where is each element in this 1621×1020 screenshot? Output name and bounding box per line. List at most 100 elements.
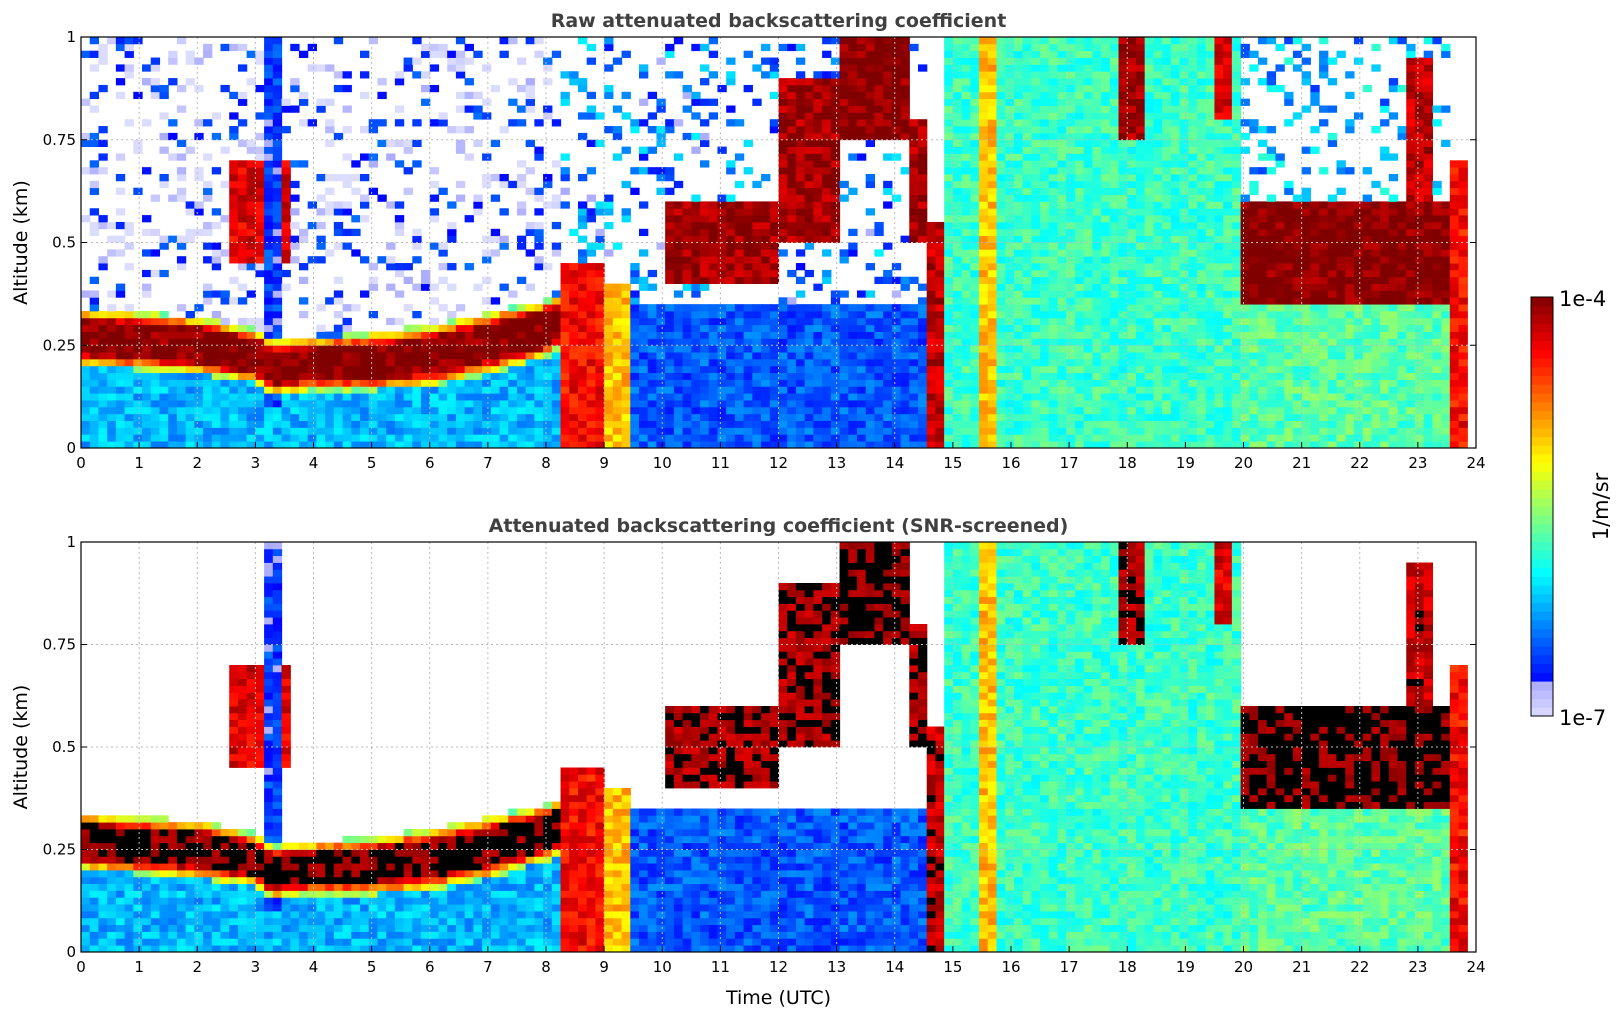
- heatmap-cell: [848, 37, 858, 52]
- heatmap-cell: [630, 297, 640, 305]
- heatmap-cell: [1101, 160, 1111, 168]
- heatmap-cell: [935, 345, 945, 353]
- heatmap-cell: [342, 174, 352, 189]
- heatmap-cell: [81, 365, 91, 374]
- heatmap-cell: [211, 221, 222, 230]
- heatmap-cell: [115, 43, 126, 52]
- heatmap-cell: [1066, 290, 1076, 298]
- heatmap-cell: [822, 338, 832, 346]
- heatmap-cell: [351, 160, 361, 168]
- heatmap-cell: [1057, 221, 1067, 230]
- heatmap-cell: [98, 331, 108, 339]
- heatmap-cell: [795, 208, 806, 216]
- heatmap-cell: [142, 413, 152, 421]
- heatmap-cell: [1153, 112, 1163, 120]
- heatmap-cell: [1109, 297, 1120, 305]
- heatmap-cell: [822, 311, 832, 319]
- heatmap-cell: [551, 221, 562, 230]
- heatmap-cell: [795, 84, 806, 93]
- heatmap-cell: [691, 242, 701, 250]
- heatmap-cell: [752, 98, 762, 106]
- heatmap-cell: [813, 406, 823, 415]
- heatmap-cell: [795, 167, 806, 175]
- heatmap-cell: [194, 208, 204, 216]
- heatmap-cell: [272, 84, 283, 93]
- heatmap-cell: [813, 78, 823, 86]
- heatmap-cell: [1092, 167, 1102, 175]
- heatmap-cell: [996, 57, 1006, 65]
- heatmap-cell: [1040, 235, 1050, 243]
- heatmap-cell: [508, 413, 518, 421]
- heatmap-cell: [133, 324, 143, 332]
- heatmap-cell: [1101, 249, 1111, 257]
- heatmap-cell: [970, 441, 980, 449]
- heatmap-cell: [865, 420, 876, 428]
- heatmap-cell: [1022, 50, 1032, 58]
- heatmap-cell: [473, 112, 483, 120]
- heatmap-cell: [255, 331, 265, 339]
- heatmap-cell: [333, 37, 344, 45]
- heatmap-cell: [909, 167, 919, 175]
- heatmap-cell: [1031, 221, 1041, 230]
- heatmap-cell: [700, 43, 710, 52]
- heatmap-cell: [813, 215, 823, 223]
- heatmap-cell: [1153, 420, 1163, 428]
- heatmap-cell: [1066, 427, 1076, 435]
- heatmap-cell: [429, 400, 440, 408]
- heatmap-cell: [795, 290, 806, 298]
- heatmap-cell: [1179, 139, 1189, 147]
- heatmap-cell: [176, 413, 187, 421]
- heatmap-cell: [961, 112, 971, 120]
- heatmap-cell: [795, 221, 806, 230]
- heatmap-cell: [743, 427, 753, 435]
- heatmap-cell: [1057, 167, 1067, 175]
- heatmap-cell: [656, 242, 666, 250]
- heatmap-cell: [621, 50, 631, 58]
- heatmap-cell: [368, 358, 379, 380]
- heatmap-cell: [1066, 393, 1076, 401]
- heatmap-cell: [298, 235, 309, 243]
- heatmap-cell: [935, 263, 945, 271]
- heatmap-cell: [848, 406, 858, 415]
- heatmap-cell: [1074, 311, 1085, 319]
- heatmap-cell: [1135, 180, 1146, 189]
- heatmap-cell: [569, 413, 579, 421]
- heatmap-cell: [1048, 365, 1059, 374]
- heatmap-cell: [865, 37, 876, 45]
- heatmap-cell: [464, 263, 474, 271]
- heatmap-cell: [752, 221, 762, 230]
- heatmap-cell: [900, 112, 910, 120]
- heatmap-cell: [1144, 98, 1155, 106]
- heatmap-cell: [124, 71, 134, 79]
- heatmap-cell: [577, 338, 588, 346]
- heatmap-cell: [290, 78, 300, 86]
- heatmap-cell: [926, 324, 937, 332]
- heatmap-cell: [142, 386, 152, 394]
- heatmap-cell: [952, 358, 963, 367]
- heatmap-cell: [368, 160, 379, 168]
- heatmap-cell: [159, 386, 169, 394]
- heatmap-cell: [848, 91, 858, 100]
- heatmap-cell: [1092, 57, 1102, 65]
- heatmap-cell: [1013, 180, 1024, 189]
- heatmap-cell: [1109, 187, 1120, 195]
- heatmap-cell: [298, 311, 309, 319]
- heatmap-cell: [577, 208, 588, 216]
- heatmap-cell: [795, 386, 806, 394]
- heatmap-cell: [630, 413, 640, 421]
- heatmap-cell: [1083, 132, 1093, 141]
- heatmap-cell: [176, 358, 187, 367]
- heatmap-cell: [264, 78, 274, 86]
- heatmap-cell: [176, 187, 187, 195]
- heatmap-cell: [717, 386, 727, 394]
- heatmap-cell: [1057, 98, 1067, 106]
- heatmap-cell: [586, 91, 597, 100]
- heatmap-cell: [1005, 71, 1015, 79]
- heatmap-cell: [464, 400, 474, 408]
- heatmap-cell: [142, 393, 152, 401]
- heatmap-cell: [508, 37, 518, 45]
- heatmap-cell: [351, 228, 361, 237]
- heatmap-cell: [421, 84, 431, 93]
- heatmap-cell: [813, 194, 823, 202]
- heatmap-cell: [804, 352, 814, 360]
